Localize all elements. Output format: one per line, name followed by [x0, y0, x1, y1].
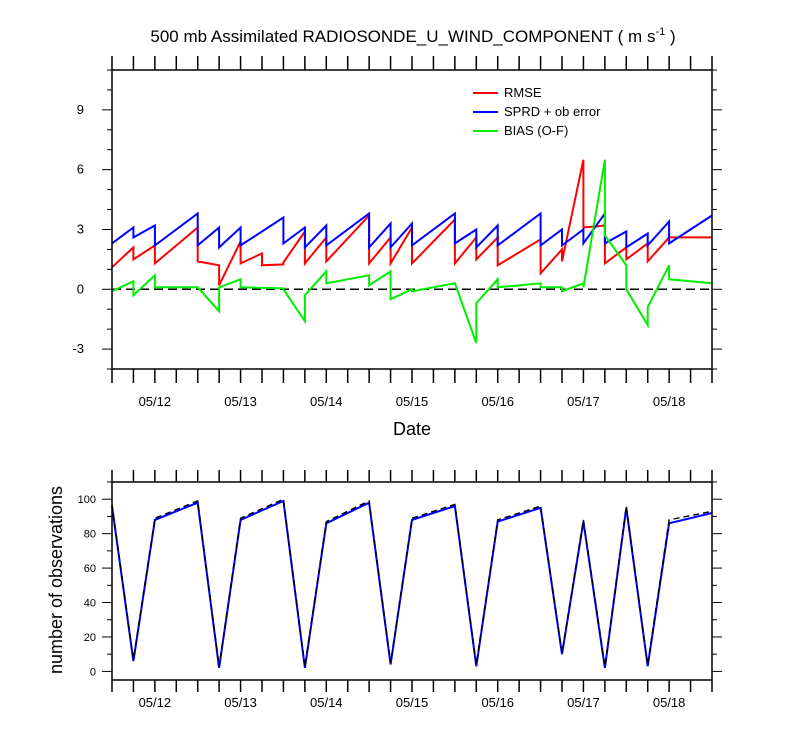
- x-tick-label: 05/18: [653, 394, 686, 409]
- x-tick-label: 05/17: [567, 394, 600, 409]
- x-tick-label: 05/15: [396, 394, 429, 409]
- top-x-ticks: 05/12 05/13 05/14 05/15 05/16 05/17 05/18: [111, 56, 713, 409]
- y-tick-label: 20: [84, 632, 96, 644]
- x-tick-label: 05/13: [224, 394, 257, 409]
- chart-title: 500 mb Assimilated RADIOSONDE_U_WIND_COM…: [150, 26, 675, 46]
- x-tick-label: 05/12: [139, 394, 172, 409]
- x-tick-label: 05/14: [310, 695, 343, 710]
- y-tick-label: -3: [72, 341, 84, 356]
- y-tick-label: 9: [77, 102, 84, 117]
- top-series-group: [111, 159, 713, 344]
- series-line-total: [111, 498, 713, 667]
- x-tick-label: 05/16: [481, 394, 514, 409]
- x-tick-label: 05/14: [310, 394, 343, 409]
- x-tick-label: 05/15: [396, 695, 429, 710]
- x-tick-label: 05/17: [567, 695, 600, 710]
- top-y-ticks: -3 0 3 6 9: [72, 69, 722, 370]
- x-tick-label: 05/18: [653, 695, 686, 710]
- series-line-rmse: [111, 159, 712, 286]
- y-tick-label: 3: [77, 221, 84, 236]
- y-tick-label: 0: [90, 666, 96, 678]
- bottom-y-ticks: 0 20 40 60 80 100: [78, 481, 722, 678]
- top-plot-frame: [111, 69, 713, 370]
- legend-label-sprd: SPRD + ob error: [504, 104, 601, 119]
- y-tick-label: 0: [77, 281, 84, 296]
- top-x-axis-label: Date: [393, 419, 431, 439]
- y-tick-label: 60: [84, 563, 96, 575]
- series-line-sprd-ob-error: [111, 210, 713, 251]
- y-tick-label: 6: [77, 162, 84, 177]
- legend-label-bias: BIAS (O-F): [504, 123, 568, 138]
- bottom-x-ticks: 05/12 05/13 05/14 05/15 05/16 05/17 05/18: [111, 470, 713, 710]
- chart-title-main: 500 mb Assimilated RADIOSONDE_U_WIND_COM…: [150, 27, 655, 46]
- bottom-plot-frame: [111, 481, 713, 681]
- x-tick-label: 05/12: [139, 695, 172, 710]
- x-tick-label: 05/16: [481, 695, 514, 710]
- legend-label-rmse: RMSE: [504, 85, 542, 100]
- y-tick-label: 40: [84, 598, 96, 610]
- series-line-bias-o-f: [111, 159, 713, 344]
- chart-title-end: ): [665, 27, 675, 46]
- x-tick-label: 05/13: [224, 695, 257, 710]
- y-tick-label: 100: [78, 494, 96, 506]
- bottom-series-group: [111, 498, 713, 669]
- series-line-assimilated: [111, 499, 713, 669]
- y-tick-label: 80: [84, 529, 96, 541]
- chart-title-superscript: -1: [655, 26, 665, 38]
- legend: RMSE SPRD + ob error BIAS (O-F): [473, 85, 601, 138]
- bottom-y-axis-label: number of observations: [46, 486, 66, 674]
